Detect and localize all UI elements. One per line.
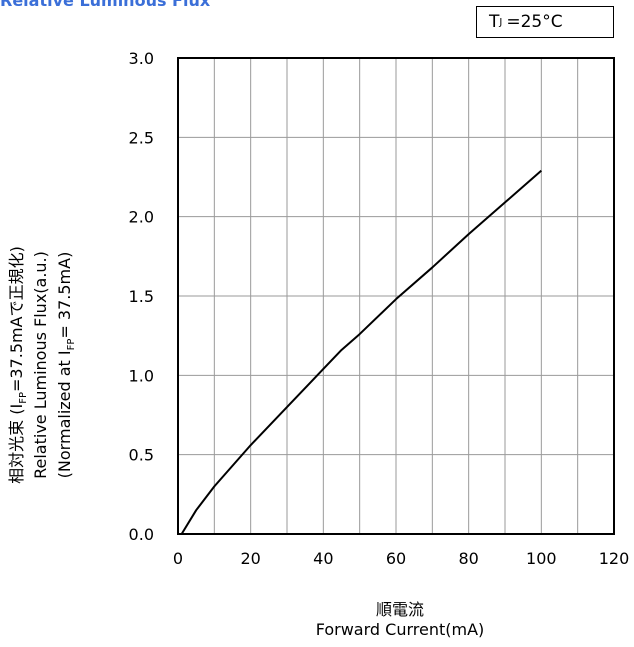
x-tick-label: 0 — [173, 549, 183, 568]
x-tick-label: 40 — [313, 549, 333, 568]
y-tick-label: 0.5 — [129, 446, 154, 465]
plot-area-border — [177, 57, 615, 535]
x-tick-label: 120 — [599, 549, 630, 568]
y-tick-label: 2.0 — [129, 208, 154, 227]
grid — [178, 58, 614, 534]
condition-suffix: =25°C — [506, 12, 563, 32]
y-tick-label: 2.5 — [129, 128, 154, 147]
y-label-line-3: (Normalized at IFP= 37.5mA) — [55, 252, 77, 479]
series-group — [180, 169, 542, 535]
x-axis-label-jp: 順電流 — [375, 600, 424, 619]
x-tick-label: 80 — [458, 549, 478, 568]
series-line — [180, 169, 542, 535]
y-tick-label: 1.0 — [129, 366, 154, 385]
x-tick-label: 100 — [526, 549, 557, 568]
x-tick-label: 20 — [240, 549, 260, 568]
y-label-line-2: Relative Luminous Flux(a.u.) — [31, 251, 50, 479]
y-tick-label: 1.5 — [129, 287, 154, 306]
y-axis-label: 相対光束 (IFP=37.5mAで正規化) Relative Luminous … — [7, 246, 77, 484]
x-tick-labels: 0 20 40 60 80 100 120 — [173, 549, 629, 568]
y-tick-label: 3.0 — [129, 49, 154, 68]
condition-subscript: J — [499, 16, 503, 28]
plot-frame — [177, 57, 615, 535]
x-tick-label: 60 — [386, 549, 406, 568]
y-label-line-1: 相対光束 (IFP=37.5mAで正規化) — [7, 246, 29, 484]
chart-title: Relative Luminous Flux — [0, 0, 211, 10]
x-axis-label: Forward Current(mA) — [315, 620, 485, 639]
y-tick-labels: 0.0 0.5 1.0 1.5 2.0 2.5 3.0 — [129, 49, 154, 544]
condition-prefix: T — [489, 12, 500, 32]
y-tick-label: 0.0 — [129, 525, 154, 544]
